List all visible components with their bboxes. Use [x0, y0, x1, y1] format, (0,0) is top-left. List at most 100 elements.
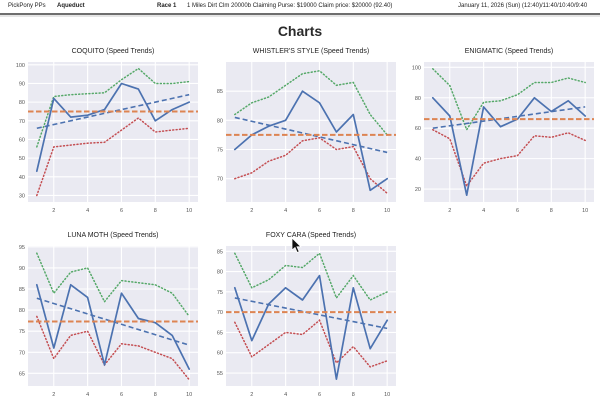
- series-low: [36, 315, 190, 381]
- y-tick-label: 80: [217, 270, 223, 276]
- x-tick-label: 10: [186, 392, 192, 398]
- y-tick-label: 50: [19, 156, 25, 162]
- chart-title: COQUITO (Speed Trends): [72, 48, 155, 55]
- plot-background: [226, 246, 396, 386]
- x-tick-label: 4: [86, 208, 89, 214]
- trend-line: [432, 106, 586, 129]
- report-header: PickPony PPs Aqueduct Race 1 1 Miles Dir…: [0, 0, 600, 15]
- y-tick-label: 100: [412, 65, 421, 71]
- y-tick-label: 30: [19, 194, 25, 200]
- charts-row-2: 65 70 75 80 85 90 95 2 4 6 8 10 LUNA MOTH (Speed Tre…: [0, 226, 600, 404]
- y-tick-label: 60: [217, 351, 223, 357]
- series-high: [234, 252, 388, 301]
- x-tick-label: 2: [250, 392, 253, 398]
- x-tick-label: 10: [384, 392, 390, 398]
- plot-background: [424, 62, 594, 202]
- y-tick-label: 75: [217, 148, 223, 154]
- y-tick-label: 60: [415, 126, 421, 132]
- y-tick-label: 80: [19, 100, 25, 106]
- x-tick-label: 10: [186, 208, 192, 214]
- x-tick-label: 2: [250, 208, 253, 214]
- x-tick-label: 8: [352, 392, 355, 398]
- chart-enigmatic: 20 40 60 80 100 2 4 6 8 10 ENIGMATIC (Speed Trends…: [399, 42, 597, 220]
- series-low: [432, 128, 586, 188]
- x-tick-label: 8: [154, 392, 157, 398]
- series-speed: [35, 283, 191, 370]
- plot-background: [28, 62, 198, 202]
- y-tick-label: 55: [217, 371, 223, 377]
- y-tick-label: 40: [415, 157, 421, 163]
- y-tick-label: 90: [19, 82, 25, 88]
- y-tick-label: 70: [19, 350, 25, 356]
- y-tick-label: 40: [19, 175, 25, 181]
- y-tick-label: 70: [217, 177, 223, 183]
- speed-trends-chart-svg: 65 70 75 80 85 90 95 2 4 6 8 10 LUNA MOTH (Speed Tre…: [19, 232, 198, 398]
- plot-background: [28, 246, 198, 386]
- x-tick-label: 4: [482, 208, 485, 214]
- chart-foxy-cara: 55 60 65 70 75 80 85 2 4 6 8 10 FOXY CARA (Speed Tre…: [201, 226, 399, 404]
- series-high: [36, 67, 190, 148]
- series-speed: [35, 82, 191, 173]
- x-tick-label: 6: [120, 392, 123, 398]
- y-tick-label: 100: [16, 63, 25, 69]
- x-tick-label: 2: [52, 208, 55, 214]
- y-tick-label: 80: [217, 118, 223, 124]
- x-tick-label: 4: [284, 392, 287, 398]
- y-tick-label: 75: [217, 290, 223, 296]
- chart-title: FOXY CARA (Speed Trends): [266, 232, 356, 239]
- trend-line: [234, 297, 388, 330]
- track-name: Aqueduct: [57, 3, 85, 9]
- series-low: [234, 319, 388, 368]
- x-tick-label: 4: [86, 392, 89, 398]
- x-tick-label: 8: [154, 208, 157, 214]
- series-low: [36, 117, 190, 197]
- series-speed: [431, 96, 587, 197]
- chart-title: WHISTLER'S STYLE (Speed Trends): [253, 48, 370, 55]
- y-tick-label: 80: [19, 308, 25, 314]
- y-tick-label: 70: [217, 310, 223, 316]
- chart-title: LUNA MOTH (Speed Trends): [67, 232, 158, 239]
- y-tick-label: 65: [217, 330, 223, 336]
- series-high: [432, 68, 586, 132]
- y-tick-label: 75: [19, 329, 25, 335]
- x-tick-label: 6: [120, 208, 123, 214]
- series-speed: [233, 274, 389, 380]
- speed-trends-chart-svg: 70 75 80 85 2 4 6 8 10 WHISTLER'S STYLE (Speed Tr…: [217, 48, 396, 214]
- page-title: Charts: [277, 23, 323, 39]
- race-datetime: January 11, 2026 (Sun) (12:40)/11:40/10:…: [458, 3, 588, 9]
- chart-title: ENIGMATIC (Speed Trends): [465, 48, 554, 55]
- y-tick-label: 85: [217, 249, 223, 255]
- x-tick-label: 4: [284, 208, 287, 214]
- x-tick-label: 2: [52, 392, 55, 398]
- y-tick-label: 85: [217, 89, 223, 95]
- series-high: [234, 70, 388, 136]
- y-tick-label: 65: [19, 371, 25, 377]
- y-tick-label: 90: [19, 266, 25, 272]
- y-tick-label: 85: [19, 287, 25, 293]
- y-tick-label: 95: [19, 245, 25, 251]
- trend-line: [36, 297, 190, 346]
- chart-coquito: 30 40 50 60 70 80 90 100 2 4 6 8 10 COQUITO (Speed Tr…: [3, 42, 201, 220]
- y-tick-label: 70: [19, 119, 25, 125]
- y-tick-label: 20: [415, 187, 421, 193]
- y-tick-label: 80: [415, 96, 421, 102]
- app-name: PickPony PPs: [8, 3, 46, 9]
- y-tick-label: 60: [19, 138, 25, 144]
- x-tick-label: 8: [550, 208, 553, 214]
- x-tick-label: 6: [516, 208, 519, 214]
- speed-trends-chart-svg: 20 40 60 80 100 2 4 6 8 10 ENIGMATIC (Speed Trends…: [412, 48, 594, 214]
- charts-row-1: 30 40 50 60 70 80 90 100 2 4 6 8 10 COQUITO (Speed Tr…: [0, 42, 600, 220]
- trend-line: [36, 93, 190, 130]
- x-tick-label: 10: [384, 208, 390, 214]
- race-conditions: 1 Miles Dirt Clm 20000b Claiming Purse: …: [187, 3, 393, 9]
- x-tick-label: 8: [352, 208, 355, 214]
- x-tick-label: 2: [448, 208, 451, 214]
- trend-line: [234, 116, 388, 154]
- series-speed: [233, 90, 389, 192]
- chart-whistlers-style: 70 75 80 85 2 4 6 8 10 WHISTLER'S STYLE (Speed Tr…: [201, 42, 399, 220]
- speed-trends-chart-svg: 30 40 50 60 70 80 90 100 2 4 6 8 10 COQUITO (Speed Tr…: [16, 48, 198, 214]
- x-tick-label: 10: [582, 208, 588, 214]
- race-number: Race 1: [157, 3, 177, 9]
- x-tick-label: 6: [318, 392, 321, 398]
